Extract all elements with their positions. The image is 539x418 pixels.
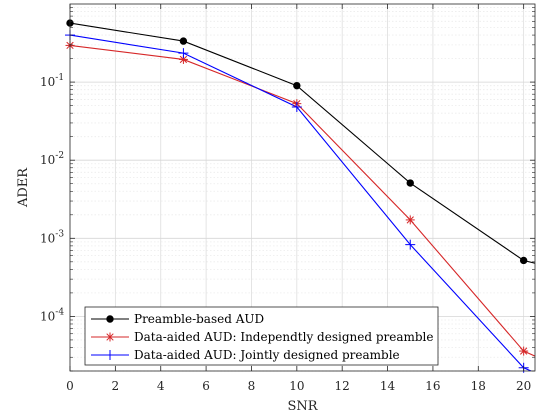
series-2-point <box>406 215 415 224</box>
legend-item: Data-aided AUD: Jointly designed preambl… <box>91 348 400 362</box>
y-tick-label: 10-4 <box>40 307 64 323</box>
series-line-1 <box>70 23 535 263</box>
y-axis-label: ADER <box>16 167 31 208</box>
series-1-point <box>294 82 300 88</box>
x-tick-label: 6 <box>202 379 210 393</box>
x-tick-label: 12 <box>335 379 350 393</box>
x-tick-label: 18 <box>471 379 486 393</box>
y-tick-label: 10-3 <box>40 229 64 245</box>
y-tick-label: 10-1 <box>40 73 64 89</box>
legend: Preamble-based AUD Data-aided AUD: Indepe… <box>85 307 438 365</box>
y-tick-label: 10-2 <box>40 151 64 167</box>
series-1-point <box>407 180 413 186</box>
legend-swatch-marker <box>106 333 115 342</box>
x-tick-label: 20 <box>516 379 531 393</box>
x-tick-label: 8 <box>248 379 256 393</box>
x-tick-label: 4 <box>157 379 165 393</box>
legend-label: Preamble-based AUD <box>134 312 264 326</box>
series-1-point <box>520 257 526 263</box>
x-axis-label: SNR <box>287 399 318 414</box>
x-tick-label: 10 <box>289 379 304 393</box>
legend-label: Data-aided AUD: Jointly designed preambl… <box>134 348 400 362</box>
x-tick-label: 0 <box>66 379 74 393</box>
legend-label: Data-aided AUD: Independtly designed pre… <box>134 330 434 344</box>
legend-item: Data-aided AUD: Independtly designed pre… <box>91 330 434 344</box>
x-tick-label: 2 <box>112 379 120 393</box>
series-1-point <box>180 38 186 44</box>
legend-swatch-marker <box>107 316 113 322</box>
x-tick-label: 14 <box>380 379 396 393</box>
series-2-point <box>519 347 528 356</box>
x-tick-label: 16 <box>425 379 440 393</box>
